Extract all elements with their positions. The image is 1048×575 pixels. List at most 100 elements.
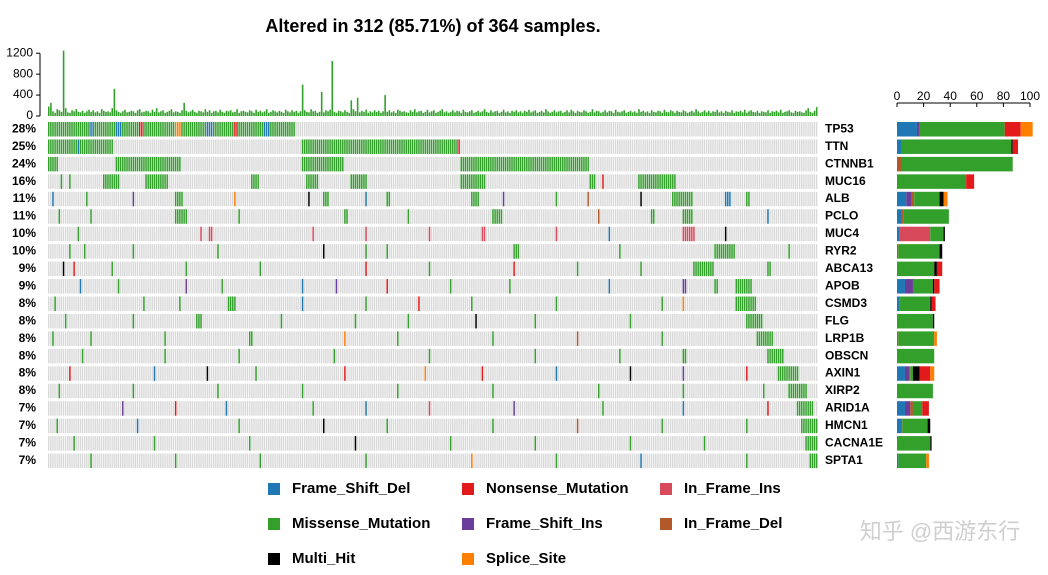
mutation-cell [375, 139, 378, 154]
mutation-cell [724, 226, 727, 242]
mutation-cell [714, 279, 716, 294]
mutation-cell [473, 174, 475, 189]
tmb-bar [358, 112, 361, 116]
count-segment [943, 226, 945, 242]
tmb-bar [627, 111, 630, 116]
mutation-cell [570, 156, 572, 172]
tmb-bar [92, 110, 95, 116]
mutation-cell [314, 174, 317, 189]
tmb-bar [798, 111, 801, 116]
mutation-cell [703, 261, 706, 277]
mutation-cell [81, 348, 84, 364]
mutation-cell [312, 139, 314, 154]
x-tick-label: 60 [970, 89, 984, 103]
tmb-bar [716, 109, 719, 116]
mutation-cell [760, 313, 763, 329]
mutation-cell [576, 156, 579, 172]
tmb-bar [509, 112, 511, 116]
tmb-bar [608, 110, 611, 116]
row-background [48, 296, 818, 311]
mutation-cell [56, 156, 58, 172]
mutation-cell [587, 191, 589, 207]
mutation-cell [494, 156, 496, 172]
mutation-cell [232, 296, 234, 311]
gene-name: XIRP2 [825, 383, 860, 397]
tmb-bar [756, 110, 759, 116]
mutation-cell [153, 122, 156, 137]
count-segment [897, 331, 899, 346]
mutation-cell [530, 156, 532, 172]
mutation-cell [384, 139, 386, 154]
mutation-cell [750, 279, 752, 294]
mutation-cell [811, 401, 814, 416]
tmb-bar [534, 110, 537, 116]
mutation-cell [682, 191, 685, 207]
mutation-cell [363, 139, 365, 154]
tmb-bar [722, 112, 725, 116]
mutation-cell [629, 366, 632, 381]
tmb-bar [657, 110, 659, 116]
count-segment [897, 156, 901, 172]
tmb-bar [648, 112, 651, 116]
mutation-cell [354, 139, 357, 154]
mutation-cell [576, 261, 579, 277]
tmb-bar [559, 110, 562, 116]
count-segment [1020, 122, 1033, 137]
mutation-cell [132, 313, 135, 329]
mutation-cell [682, 401, 685, 416]
legend-swatch [462, 553, 474, 565]
tmb-bar [669, 110, 672, 116]
count-segment [916, 122, 920, 137]
altered-percent: 9% [19, 261, 37, 275]
mutation-cell [521, 156, 524, 172]
x-tick-label: 40 [944, 89, 958, 103]
mutation-cell [69, 366, 71, 381]
tmb-bar [380, 112, 382, 116]
mutation-cell [238, 418, 240, 434]
mutation-cell [109, 122, 111, 137]
mutation-cell [265, 122, 268, 137]
count-segment [897, 279, 905, 294]
mutation-cell [60, 139, 63, 154]
mutation-cell [251, 122, 253, 137]
count-segment [936, 261, 943, 277]
tmb-bar [316, 112, 319, 116]
tmb-bar [301, 84, 304, 116]
mutation-cell [798, 383, 801, 399]
mutation-cell [69, 174, 71, 189]
row-background [48, 261, 818, 277]
mutation-cell [439, 139, 441, 154]
tmb-bar [424, 111, 427, 116]
count-segment [934, 261, 937, 277]
mutation-cell [98, 139, 101, 154]
mutation-cell [234, 296, 236, 311]
mutation-cell [134, 156, 137, 172]
legend-swatch [268, 553, 280, 565]
tmb-bar [697, 111, 700, 116]
mutation-cell [729, 244, 731, 259]
mutation-cell [255, 122, 257, 137]
mutation-cell [77, 139, 80, 154]
tmb-bar [437, 111, 439, 116]
mutation-cell [796, 366, 799, 381]
tmb-bar [479, 112, 482, 116]
mutation-cell [796, 383, 799, 399]
mutation-cell [574, 156, 577, 172]
tmb-bar [263, 111, 266, 116]
mutation-cell [663, 174, 666, 189]
mutation-cell [386, 418, 388, 434]
mutation-cell [399, 139, 401, 154]
tmb-bar [278, 110, 281, 116]
tmb-bar [310, 109, 312, 116]
mutation-cell [342, 156, 344, 172]
mutation-cell [79, 139, 82, 154]
mutation-cell [361, 174, 363, 189]
mutation-cell [100, 139, 103, 154]
mutation-cell [805, 436, 807, 451]
tmb-bar [153, 111, 156, 116]
mutation-cell [420, 139, 422, 154]
tmb-bar [500, 111, 503, 116]
mutation-cell [748, 313, 750, 329]
mutation-cell [449, 436, 452, 451]
tmb-bar [134, 112, 137, 116]
